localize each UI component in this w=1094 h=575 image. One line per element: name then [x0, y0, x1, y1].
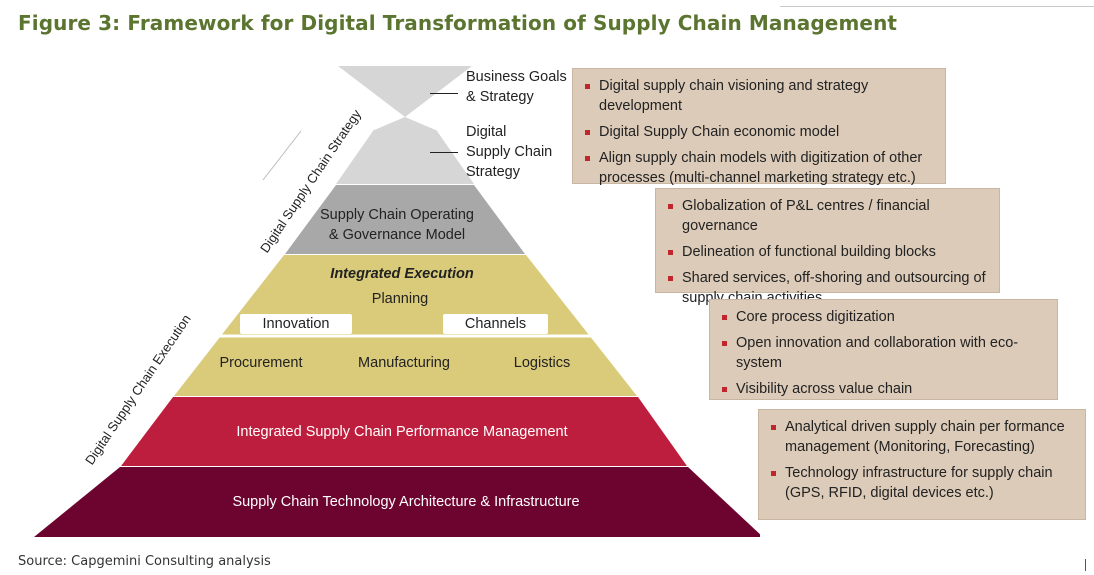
- box-item: Delineation of functional building block…: [666, 242, 989, 262]
- channels-pill: Channels: [443, 314, 548, 334]
- governance-label: Supply Chain Operating & Governance Mode…: [320, 207, 474, 243]
- bullet-icon: [722, 341, 727, 346]
- performance-label: Integrated Supply Chain Performance Mana…: [236, 424, 568, 440]
- performance-detail-box: Analytical driven supply chain per forma…: [758, 409, 1086, 520]
- bullet-icon: [668, 250, 673, 255]
- business-goals-hourglass: [338, 66, 472, 117]
- pyramid-graphic: [34, 66, 760, 537]
- planning-label: Planning: [371, 291, 429, 307]
- procurement-label: Procurement: [219, 355, 303, 371]
- execution-tier: [174, 255, 637, 396]
- integrated-execution-label: Integrated Execution: [330, 266, 474, 282]
- dsc-strategy-tier: [336, 131, 474, 184]
- box-item: Digital supply chain visioning and strat…: [583, 76, 935, 116]
- bullet-icon: [722, 315, 727, 320]
- business-goals-connector: [430, 93, 458, 94]
- corner-mark: [1085, 559, 1086, 571]
- strategy-detail-box: Digital supply chain visioning and strat…: [572, 68, 946, 186]
- innovation-pill: Innovation: [240, 314, 352, 334]
- bullet-icon: [771, 425, 776, 430]
- header-rule: [780, 6, 1094, 7]
- box-item: Visibility across value chain: [720, 379, 1047, 399]
- bullet-icon: [668, 204, 673, 209]
- bullet-icon: [722, 387, 727, 392]
- governance-tier: [285, 185, 525, 254]
- bullet-icon: [585, 130, 590, 135]
- performance-tier: [121, 397, 687, 466]
- execution-detail-box: Core process digitization Open innovatio…: [709, 299, 1058, 400]
- logistics-label: Logistics: [513, 355, 571, 371]
- governance-detail-box: Globalization of P&L centres / financial…: [655, 188, 1000, 306]
- box-item: Globalization of P&L centres / financial…: [666, 196, 989, 236]
- dsc-strategy-label: Digital Supply Chain Strategy: [466, 124, 553, 180]
- dsc-strategy-connector: [430, 152, 458, 153]
- box-item: Open innovation and collaboration with e…: [720, 333, 1047, 373]
- bullet-icon: [585, 156, 590, 161]
- box-item: Technology infrastructure for supply cha…: [769, 463, 1075, 503]
- box-item: Align supply chain models with digitizat…: [583, 148, 935, 188]
- infrastructure-tier: [34, 467, 760, 537]
- box-item: Analytical driven supply chain per forma…: [769, 417, 1075, 457]
- strategy-side-line: [262, 130, 302, 181]
- bullet-icon: [585, 84, 590, 89]
- source-note: Source: Capgemini Consulting analysis: [18, 554, 271, 569]
- box-item: Core process digitization: [720, 307, 1047, 327]
- box-item: Digital Supply Chain economic model: [583, 122, 935, 142]
- bullet-icon: [771, 471, 776, 476]
- figure-title: Figure 3: Framework for Digital Transfor…: [18, 11, 898, 35]
- business-goals-label: Business Goals & Strategy: [466, 69, 567, 105]
- manufacturing-label: Manufacturing: [358, 355, 450, 371]
- infrastructure-label: Supply Chain Technology Architecture & I…: [232, 494, 580, 510]
- bullet-icon: [668, 276, 673, 281]
